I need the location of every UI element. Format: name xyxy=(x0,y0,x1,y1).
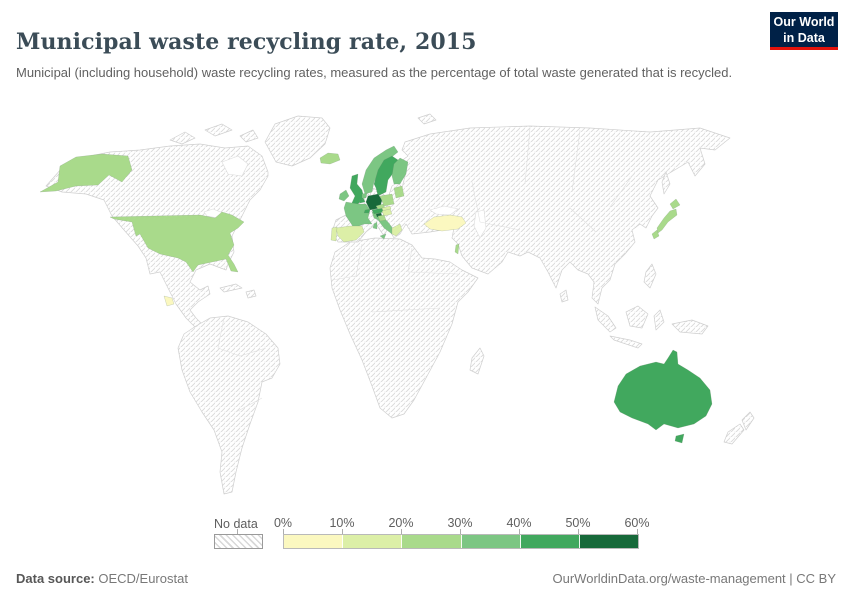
landmass-no-data[interactable] xyxy=(329,237,479,419)
country-border-line xyxy=(407,247,459,275)
legend-bin-50-60%[interactable] xyxy=(579,535,639,548)
landmass-no-data[interactable] xyxy=(239,129,259,143)
country-slovakia[interactable] xyxy=(381,205,392,212)
legend-color-bar xyxy=(283,534,639,549)
legend-tick-mark xyxy=(342,529,343,534)
country-border-line xyxy=(569,207,597,233)
data-source-label: Data source: xyxy=(16,571,95,586)
map-legend: No data 0% 10% 20% 30% 40% 50% 60% xyxy=(213,516,663,550)
chart-subtitle: Municipal (including household) waste re… xyxy=(16,65,733,80)
legend-bin-10-20%[interactable] xyxy=(343,535,403,548)
country-spain[interactable] xyxy=(335,225,365,243)
landmass-no-data[interactable] xyxy=(741,411,755,431)
landmass-no-data[interactable] xyxy=(264,115,331,167)
country-switzerland[interactable] xyxy=(363,208,371,214)
legend-tick-label: 30% xyxy=(447,516,473,530)
landmass-no-data[interactable] xyxy=(177,315,281,495)
owid-logo[interactable]: Our World in Data xyxy=(770,12,838,50)
license-link[interactable]: OurWorldinData.org/waste-management | CC… xyxy=(552,571,836,586)
country-border-line xyxy=(524,127,531,185)
country-croatia[interactable] xyxy=(377,214,387,222)
water-body xyxy=(429,205,459,216)
country-costa-rica[interactable] xyxy=(163,295,175,307)
legend-tick-mark xyxy=(578,529,579,534)
country-portugal[interactable] xyxy=(330,226,338,242)
legend-bin-30-40%[interactable] xyxy=(461,535,521,548)
landmass-no-data[interactable] xyxy=(417,113,437,125)
legend-tick-label: 60% xyxy=(624,516,650,530)
legend-bin-40-50%[interactable] xyxy=(520,535,580,548)
landmass-no-data[interactable] xyxy=(594,306,617,333)
country-border-line xyxy=(571,129,581,193)
country-turkey[interactable] xyxy=(423,214,467,232)
landmass-no-data[interactable] xyxy=(219,283,243,293)
legend-tick-mark xyxy=(519,529,520,534)
page-title: Municipal waste recycling rate, 2015 xyxy=(16,28,477,55)
country-usa[interactable] xyxy=(39,153,133,193)
owid-logo-line1: Our World xyxy=(773,15,835,29)
world-choropleth-map[interactable] xyxy=(10,112,840,512)
legend-tick-mark xyxy=(401,529,402,534)
legend-tick-mark xyxy=(637,529,638,534)
country-poland[interactable] xyxy=(379,193,395,207)
country-usa[interactable] xyxy=(109,211,245,273)
country-japan[interactable] xyxy=(669,198,681,210)
legend-tick-label: 20% xyxy=(388,516,414,530)
landmass-no-data[interactable] xyxy=(204,123,233,137)
landmass-no-data[interactable] xyxy=(653,309,665,331)
landmass-no-data[interactable] xyxy=(245,289,257,299)
landmass-no-data[interactable] xyxy=(169,131,196,145)
data-source: Data source: OECD/Eurostat xyxy=(16,571,188,586)
country-hungary[interactable] xyxy=(381,208,393,217)
water-body xyxy=(473,209,487,239)
legend-tick-mark xyxy=(460,529,461,534)
legend-no-data-swatch[interactable] xyxy=(214,534,263,549)
country-japan[interactable] xyxy=(651,229,660,240)
country-italy[interactable] xyxy=(372,221,378,230)
country-australia[interactable] xyxy=(613,349,713,431)
country-border-line xyxy=(471,181,521,231)
chart-footer: Data source: OECD/Eurostat OurWorldinDat… xyxy=(16,571,836,586)
country-iceland[interactable] xyxy=(319,152,341,165)
legend-tick-label: 10% xyxy=(329,516,355,530)
landmass-no-data[interactable] xyxy=(625,305,649,329)
landmass-no-data[interactable] xyxy=(469,347,485,375)
legend-tick-label: 0% xyxy=(273,516,293,530)
country-border-line xyxy=(371,307,441,313)
landmass-no-data[interactable] xyxy=(671,319,709,335)
legend-bin-20-30%[interactable] xyxy=(402,535,462,548)
country-border-line xyxy=(235,397,263,413)
country-israel[interactable] xyxy=(454,243,460,255)
country-italy[interactable] xyxy=(379,233,387,240)
country-border-line xyxy=(331,243,363,281)
country-baltics[interactable] xyxy=(393,185,405,199)
landmass-no-data[interactable] xyxy=(643,263,657,289)
legend-no-data-label: No data xyxy=(214,517,258,531)
country-border-line xyxy=(217,317,267,357)
country-france[interactable] xyxy=(343,201,373,229)
country-australia[interactable] xyxy=(674,433,685,444)
landmass-no-data[interactable] xyxy=(609,335,643,349)
country-greece[interactable] xyxy=(391,223,403,237)
world-map-svg xyxy=(39,113,755,495)
legend-tick-mark xyxy=(283,529,284,534)
landmass-no-data[interactable] xyxy=(661,171,671,195)
country-belgium[interactable] xyxy=(358,198,366,204)
country-border-line xyxy=(609,171,636,208)
owid-logo-line2: in Data xyxy=(783,31,825,45)
water-body xyxy=(221,155,249,177)
landmass-no-data[interactable] xyxy=(559,289,569,303)
legend-bin-0-10%[interactable] xyxy=(284,535,344,548)
legend-no-data-tick xyxy=(237,529,238,534)
legend-tick-label: 40% xyxy=(506,516,532,530)
country-ireland[interactable] xyxy=(338,189,350,202)
legend-tick-label: 50% xyxy=(565,516,591,530)
data-source-value: OECD/Eurostat xyxy=(94,571,188,586)
landmass-no-data[interactable] xyxy=(723,423,745,445)
country-netherlands[interactable] xyxy=(361,192,368,199)
country-japan[interactable] xyxy=(656,208,678,234)
country-finland[interactable] xyxy=(391,157,409,185)
